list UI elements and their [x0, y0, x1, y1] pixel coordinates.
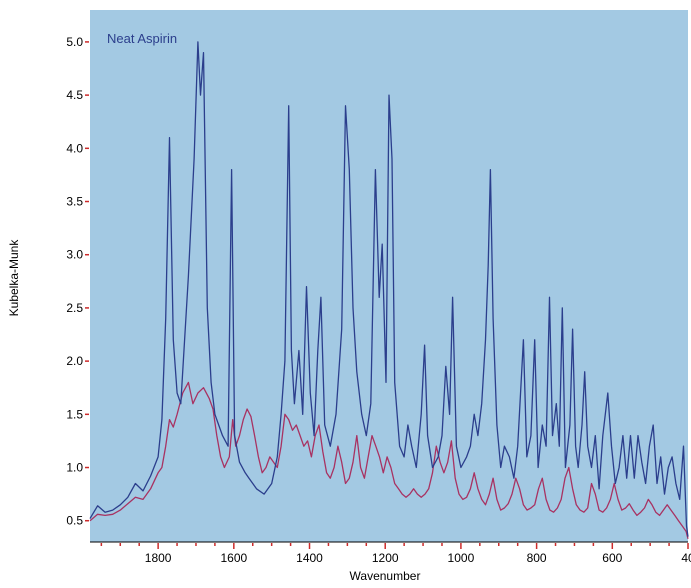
x-tick-label: 1000 [448, 551, 475, 565]
y-tick-label: 0.5 [66, 514, 83, 528]
x-tick-label: 1200 [372, 551, 399, 565]
y-tick-label: 4.0 [66, 141, 83, 155]
y-tick-label: 1.5 [66, 407, 83, 421]
y-tick-label: 4.5 [66, 88, 83, 102]
y-tick-label: 3.5 [66, 195, 83, 209]
y-axis-ticks: 0.5 1.0 1.5 2.0 2.5 3.0 3.5 4.0 4.5 5.0 [66, 35, 89, 528]
y-tick-label: 1.0 [66, 461, 83, 475]
x-tick-label: 1600 [220, 551, 247, 565]
x-axis-ticks: 1800 1600 1400 1200 1000 800 600 40 [100, 543, 691, 565]
x-axis-label: Wavenumber [350, 569, 421, 583]
y-axis-label: Kubelka-Munk [7, 239, 21, 317]
series-group [89, 41, 689, 539]
x-tick-label: 40 [681, 551, 691, 565]
chart-title: Neat Aspirin [107, 31, 177, 46]
x-tick-label: 600 [602, 551, 622, 565]
series-line-red [89, 381, 689, 539]
y-tick-label: 5.0 [66, 35, 83, 49]
x-tick-label: 1800 [145, 551, 172, 565]
y-tick-label: 2.0 [66, 354, 83, 368]
x-tick-label: 1400 [296, 551, 323, 565]
y-tick-label: 2.5 [66, 301, 83, 315]
y-tick-label: 3.0 [66, 248, 83, 262]
x-tick-label: 800 [527, 551, 547, 565]
series-line-blue [89, 41, 689, 537]
